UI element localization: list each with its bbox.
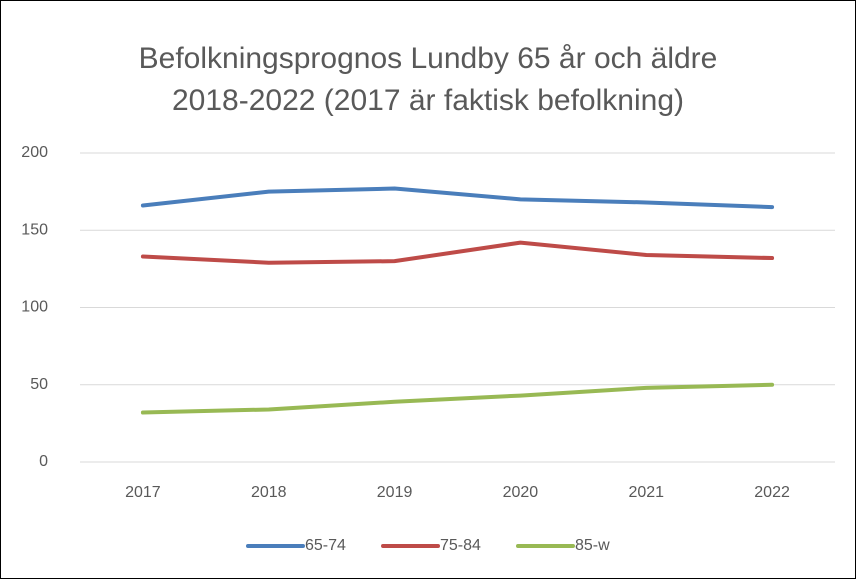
y-tick-label: 50 bbox=[30, 376, 48, 393]
line-series bbox=[140, 240, 775, 265]
x-tick-label: 2018 bbox=[251, 484, 287, 501]
y-tick-label: 0 bbox=[39, 453, 48, 470]
x-tick-label: 2020 bbox=[503, 484, 539, 501]
x-tick-label: 2019 bbox=[377, 484, 413, 501]
line-series bbox=[140, 186, 775, 210]
y-tick-label: 200 bbox=[21, 144, 48, 161]
legend-label: 65-74 bbox=[305, 537, 346, 554]
legend-label: 85-w bbox=[575, 537, 610, 554]
y-tick-label: 100 bbox=[21, 299, 48, 316]
x-tick-label: 2017 bbox=[125, 484, 161, 501]
legend-label: 75-84 bbox=[440, 537, 481, 554]
x-tick-label: 2021 bbox=[628, 484, 664, 501]
chart-title: Befolkningsprognos Lundby 65 år och äldr… bbox=[138, 42, 718, 117]
line-series bbox=[140, 382, 775, 415]
x-tick-label: 2022 bbox=[754, 484, 790, 501]
y-tick-label: 150 bbox=[21, 221, 48, 238]
